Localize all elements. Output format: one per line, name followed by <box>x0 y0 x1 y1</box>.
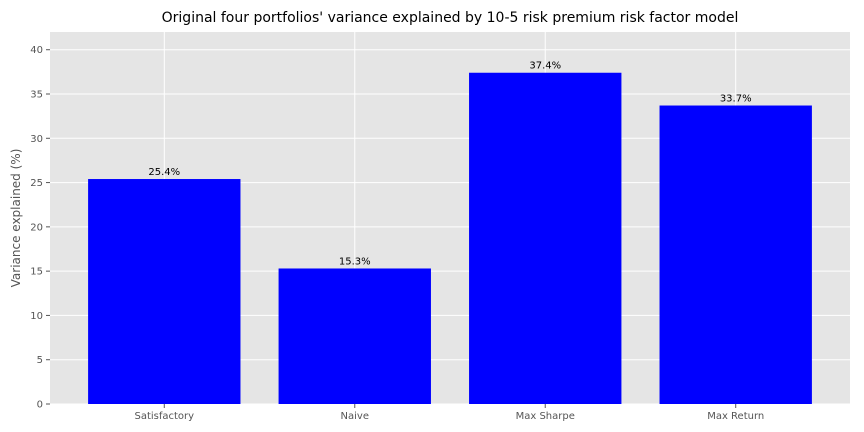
bars <box>88 72 812 404</box>
chart-title: Original four portfolios' variance expla… <box>162 10 739 26</box>
x-tick-label: Max Return <box>707 411 764 422</box>
y-axis-ticks: 0 5 10 15 20 25 30 35 40 <box>30 45 50 411</box>
bar-value-label: 25.4% <box>148 167 180 178</box>
bar <box>88 179 241 404</box>
x-tick-label: Satisfactory <box>134 411 194 422</box>
bar-value-label: 33.7% <box>720 94 752 105</box>
x-tick-label: Max Sharpe <box>516 411 575 422</box>
y-tick-label: 10 <box>30 311 43 322</box>
y-tick-label: 5 <box>37 355 43 366</box>
y-tick-label: 30 <box>30 134 43 145</box>
y-tick-label: 0 <box>37 400 43 411</box>
x-axis-ticks: Satisfactory Naive Max Sharpe Max Return <box>134 404 764 422</box>
bar <box>278 268 431 404</box>
y-tick-label: 25 <box>30 178 43 189</box>
y-tick-label: 35 <box>30 90 43 101</box>
bar <box>469 72 622 404</box>
y-axis-label: Variance explained (%) <box>9 149 23 288</box>
bar-value-label: 15.3% <box>339 256 371 267</box>
y-tick-label: 15 <box>30 267 43 278</box>
y-tick-label: 20 <box>30 222 43 233</box>
y-tick-label: 40 <box>30 45 43 56</box>
x-tick-label: Naive <box>341 411 369 422</box>
data-labels: 25.4% 15.3% 37.4% 33.7% <box>148 61 751 268</box>
bar <box>659 105 812 404</box>
bar-value-label: 37.4% <box>529 61 561 72</box>
